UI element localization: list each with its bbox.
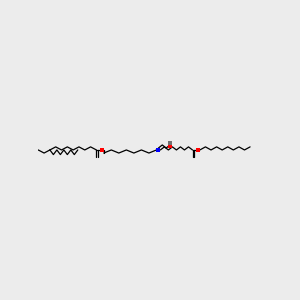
- Bar: [169, 142, 172, 145]
- Bar: [196, 148, 200, 152]
- Bar: [169, 145, 172, 148]
- Bar: [100, 148, 104, 152]
- Bar: [157, 148, 160, 152]
